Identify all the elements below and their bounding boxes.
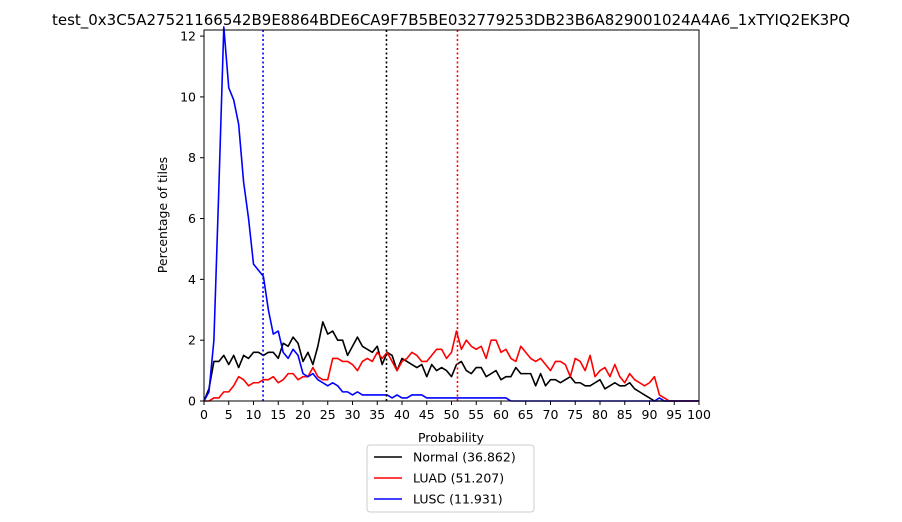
plot-frame bbox=[203, 29, 700, 402]
legend-label-2: LUSC (11.931) bbox=[413, 492, 503, 507]
y-axis: 0 2 4 6 8 10 12 bbox=[180, 29, 204, 409]
x-tick-label: 40 bbox=[394, 407, 410, 422]
x-tick-label: 90 bbox=[642, 407, 658, 422]
chart-title: test_0x3C5A27521166542B9E8864BDE6CA9F7B5… bbox=[52, 11, 850, 30]
series-line-2 bbox=[203, 26, 699, 402]
series-line-0 bbox=[203, 321, 699, 402]
x-tick-label: 20 bbox=[295, 407, 311, 422]
x-tick-label: 60 bbox=[493, 407, 509, 422]
series-lines bbox=[203, 26, 699, 402]
x-tick-label: 100 bbox=[687, 407, 711, 422]
legend-label-0: Normal (36.862) bbox=[413, 450, 516, 465]
x-tick-label: 0 bbox=[200, 407, 208, 422]
y-tick-label: 12 bbox=[180, 29, 196, 44]
x-tick-label: 55 bbox=[468, 407, 484, 422]
y-tick-label: 2 bbox=[188, 333, 196, 348]
y-tick-label: 0 bbox=[188, 394, 196, 409]
x-tick-label: 30 bbox=[345, 407, 361, 422]
x-tick-label: 15 bbox=[270, 407, 286, 422]
x-tick-label: 70 bbox=[543, 407, 559, 422]
x-tick-label: 25 bbox=[320, 407, 336, 422]
x-tick-label: 95 bbox=[666, 407, 682, 422]
y-tick-label: 10 bbox=[180, 89, 196, 104]
y-tick-label: 6 bbox=[188, 211, 196, 226]
x-axis-label: Probability bbox=[418, 430, 485, 445]
x-tick-label: 45 bbox=[419, 407, 435, 422]
x-tick-label: 5 bbox=[225, 407, 233, 422]
series-line-1 bbox=[204, 330, 699, 402]
y-axis-label: Percentage of tiles bbox=[155, 157, 170, 273]
x-tick-label: 65 bbox=[518, 407, 534, 422]
y-tick-label: 8 bbox=[188, 150, 196, 165]
x-tick-label: 35 bbox=[369, 407, 385, 422]
x-axis: 0 5 10 15 20 25 30 35 40 45 50 55 60 65 70 75 80 85 90 95 10… bbox=[200, 401, 711, 422]
x-tick-label: 10 bbox=[246, 407, 262, 422]
mean-lines bbox=[262, 30, 459, 401]
legend-label-1: LUAD (51.207) bbox=[413, 471, 504, 486]
legend-box bbox=[366, 444, 535, 513]
x-tick-label: 80 bbox=[592, 407, 608, 422]
x-tick-label: 50 bbox=[444, 407, 460, 422]
x-tick-label: 75 bbox=[567, 407, 583, 422]
y-tick-label: 4 bbox=[188, 272, 196, 287]
x-tick-label: 85 bbox=[617, 407, 633, 422]
legend: Normal (36.862) LUAD (51.207) LUSC (11.931… bbox=[366, 444, 535, 513]
